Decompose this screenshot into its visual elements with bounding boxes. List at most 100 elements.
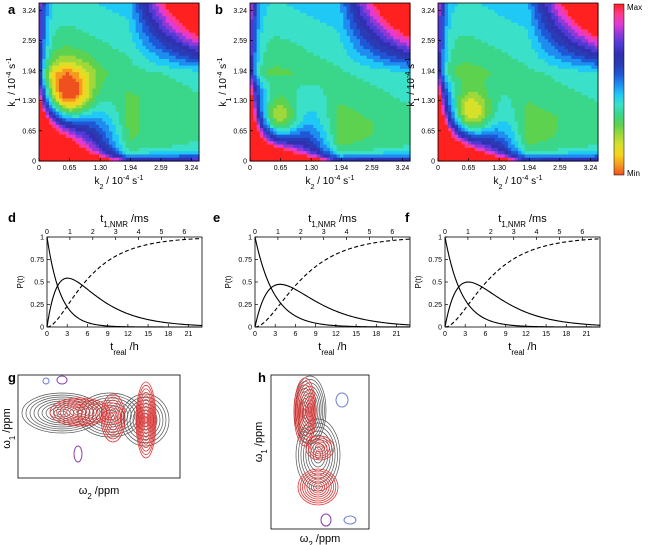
heatmap-cell: [45, 3, 50, 7]
heatmap-cell: [310, 151, 314, 156]
heatmap-cell: [250, 65, 254, 70]
heatmap-cell: [139, 78, 143, 83]
heatmap-cell: [182, 88, 187, 93]
heatmap-cell: [340, 91, 344, 96]
heatmap-cell: [142, 72, 147, 77]
heatmap-cell: [323, 121, 328, 126]
heatmap-cell: [45, 128, 50, 132]
heatmap-cell: [403, 6, 408, 11]
heatmap-cell: [383, 29, 388, 34]
heatmap-cell: [92, 131, 97, 136]
heatmap-cell: [290, 3, 294, 7]
heatmap-cell: [270, 9, 274, 14]
heatmap-cell: [192, 144, 197, 149]
heatmap-cell: [290, 108, 294, 113]
heatmap-cell: [39, 58, 43, 63]
heatmap-cell: [145, 121, 150, 126]
heatmap-cell: [353, 124, 358, 129]
heatmap-cell: [386, 91, 391, 96]
heatmap-cell: [62, 105, 67, 109]
heatmap-cell: [444, 108, 449, 113]
heatmap-cell: [149, 65, 153, 70]
heatmap-cell: [250, 151, 254, 156]
heatmap-cell: [346, 3, 351, 7]
heatmap-cell: [266, 75, 271, 80]
heatmap-cell: [55, 65, 60, 70]
heatmap-cell: [39, 101, 43, 106]
heatmap-cell: [441, 108, 446, 113]
heatmap-cell: [39, 121, 43, 126]
heatmap-cell: [323, 85, 328, 90]
heatmap-cell: [65, 35, 70, 40]
heatmap-cell: [99, 111, 103, 116]
heatmap-cell: [406, 91, 411, 96]
heatmap-cell: [82, 68, 87, 73]
heatmap-cell: [400, 65, 404, 70]
heatmap-cell: [286, 68, 291, 73]
heatmap-cell: [383, 95, 388, 100]
heatmap-cell: [145, 141, 150, 146]
heatmap-cell: [296, 6, 301, 11]
heatmap-cell: [125, 157, 130, 162]
heatmap-cell: [393, 52, 398, 57]
heatmap-cell: [330, 6, 334, 11]
heatmap-cell: [185, 19, 190, 24]
heatmap-cell: [376, 137, 381, 142]
heatmap-cell: [340, 6, 344, 11]
heatmap-cell: [125, 42, 130, 47]
heatmap-cell: [119, 68, 123, 73]
heatmap-cell: [85, 49, 90, 53]
heatmap-cell: [323, 91, 328, 96]
x-tick-label: 1.30: [304, 165, 318, 172]
heatmap-cell: [458, 124, 462, 129]
heatmap-cell: [270, 98, 274, 103]
heatmap-cell: [152, 124, 157, 129]
heatmap-cell: [159, 35, 163, 40]
heatmap-cell: [182, 49, 187, 53]
heatmap-cell: [79, 6, 83, 11]
heatmap-cell: [310, 26, 314, 30]
heatmap-cell: [330, 128, 334, 132]
heatmap-cell: [438, 65, 442, 70]
heatmap-cell: [270, 12, 274, 17]
heatmap-cell: [82, 154, 87, 159]
heatmap-cell: [263, 52, 268, 57]
heatmap-cell: [75, 98, 80, 103]
heatmap-cell: [260, 29, 264, 34]
heatmap-cell: [75, 16, 80, 21]
heatmap-cell: [360, 151, 364, 156]
heatmap-cell: [400, 58, 404, 63]
heatmap-cell: [451, 98, 456, 103]
heatmap-cell: [55, 42, 60, 47]
heatmap-cell: [383, 141, 388, 146]
heatmap-cell: [390, 16, 394, 21]
heatmap-cell: [313, 85, 318, 90]
heatmap-cell: [323, 45, 328, 50]
heatmap-cell: [306, 108, 311, 113]
heatmap-cell: [276, 141, 281, 146]
heatmap-cell: [370, 22, 374, 27]
heatmap-cell: [250, 32, 254, 37]
heatmap-cell: [343, 118, 348, 123]
heatmap-cell: [102, 85, 107, 90]
heatmap-cell: [444, 16, 449, 21]
heatmap-cell: [336, 91, 341, 96]
heatmap-cell: [59, 151, 63, 156]
heatmap-cell: [89, 19, 93, 24]
heatmap-cell: [356, 75, 361, 80]
heatmap-cell: [189, 62, 193, 67]
heatmap-cell: [350, 35, 354, 40]
heatmap-cell: [390, 29, 394, 34]
heatmap-cell: [152, 114, 157, 119]
heatmap-cell: [125, 137, 130, 142]
heatmap-cell: [273, 131, 278, 136]
heatmap-cell: [448, 88, 452, 93]
heatmap-cell: [280, 55, 284, 60]
heatmap-cell: [330, 105, 334, 109]
heatmap-cell: [350, 19, 354, 24]
heatmap-cell: [400, 124, 404, 129]
heatmap-cell: [122, 85, 127, 90]
heatmap-cell: [296, 151, 301, 156]
heatmap-cell: [356, 82, 361, 86]
heatmap-cell: [139, 118, 143, 123]
